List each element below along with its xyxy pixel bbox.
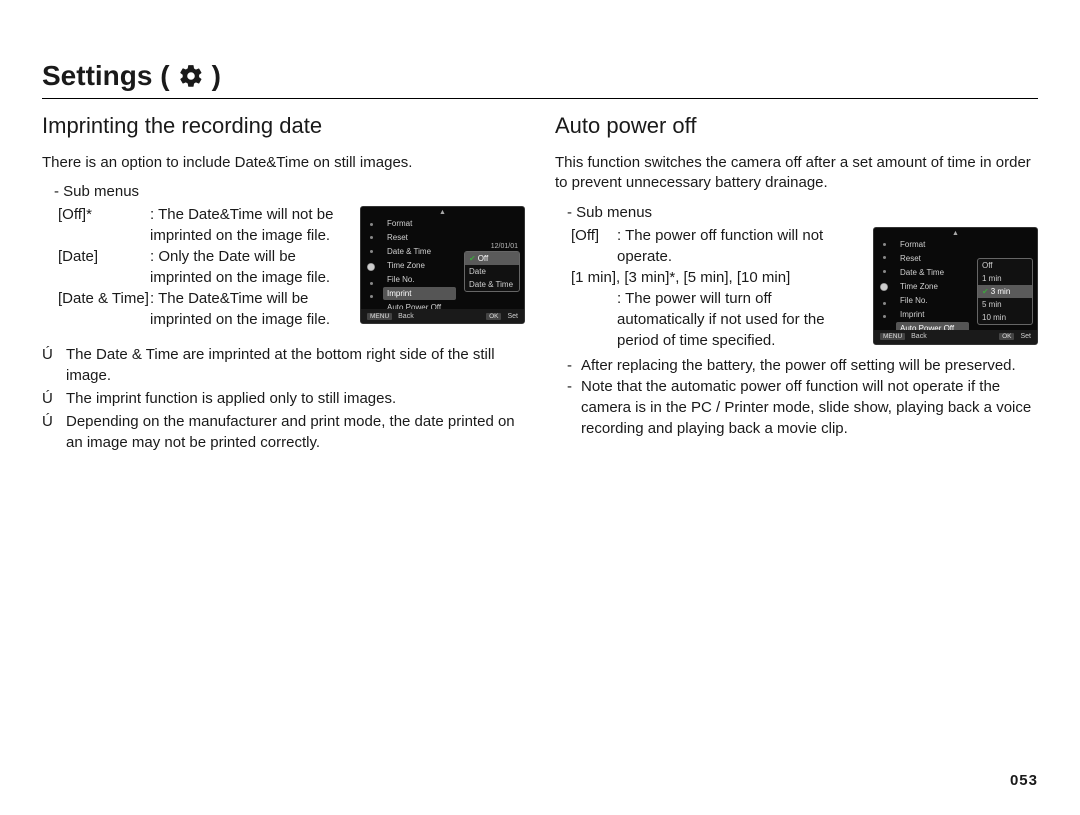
left-note-1: Ú The imprint function is applied only t… bbox=[42, 388, 525, 409]
lcd-menu-item: Format bbox=[896, 238, 969, 251]
right-sub-notes: - After replacing the battery, the power… bbox=[555, 355, 1038, 439]
note-marker: Ú bbox=[42, 344, 62, 386]
right-sub-note-1: - Note that the automatic power off func… bbox=[567, 376, 1038, 439]
left-notes: Ú The Date & Time are imprinted at the b… bbox=[42, 344, 525, 453]
left-item-2-desc: : The Date&Time will be imprinted on the… bbox=[150, 288, 350, 330]
lcd-menu-item: Date & Time bbox=[383, 245, 456, 258]
left-item-0-key: [Off]* bbox=[42, 204, 150, 246]
page-number: 053 bbox=[1010, 772, 1038, 789]
right-lcd-footer: MENU Back OK Set bbox=[874, 330, 1037, 344]
gear-dot-icon bbox=[880, 283, 888, 291]
menu-tag-icon: MENU bbox=[880, 333, 905, 340]
lcd-panel-item: Date bbox=[465, 265, 519, 278]
check-icon: ✔ bbox=[982, 287, 989, 296]
menu-tag-icon: MENU bbox=[367, 313, 392, 320]
sub-note-marker: - bbox=[567, 376, 577, 439]
left-note-2: Ú Depending on the manufacturer and prin… bbox=[42, 411, 525, 453]
ok-tag-icon: OK bbox=[999, 333, 1014, 340]
left-lcd-panel: ✔Off Date Date & Time bbox=[464, 251, 520, 292]
left-lcd-dots bbox=[365, 217, 377, 303]
right-lcd-menu: Format Reset Date & Time Time Zone File … bbox=[896, 238, 969, 335]
lcd-menu-item: Imprint bbox=[896, 308, 969, 321]
right-sub-note-0-text: After replacing the battery, the power o… bbox=[581, 355, 1016, 376]
left-item-1: [Date] : Only the Date will be imprinted… bbox=[42, 246, 350, 288]
right-item-1-desc: : The power will turn off automatically … bbox=[617, 288, 863, 351]
left-item-2-key: [Date & Time] bbox=[42, 288, 150, 330]
lcd-menu-item: Time Zone bbox=[896, 280, 969, 293]
left-lcd-footer: MENU Back OK Set bbox=[361, 309, 524, 323]
lcd-panel-label: 3 min bbox=[991, 287, 1011, 296]
check-icon: ✔ bbox=[469, 254, 476, 263]
lcd-panel-item: 1 min bbox=[978, 272, 1032, 285]
left-item-2: [Date & Time] : The Date&Time will be im… bbox=[42, 288, 350, 330]
page-title-suffix: ) bbox=[212, 60, 221, 92]
footer-back-label: Back bbox=[911, 333, 927, 340]
gear-dot-icon bbox=[367, 263, 375, 271]
right-item-1-key: [1 min], [3 min]*, [5 min], [10 min] bbox=[555, 267, 863, 288]
arrow-up-icon: ▲ bbox=[952, 230, 959, 237]
left-note-0-text: The Date & Time are imprinted at the bot… bbox=[66, 344, 525, 386]
lcd-menu-item-selected: Imprint bbox=[383, 287, 456, 300]
footer-set-label: Set bbox=[507, 313, 518, 320]
left-lcd-screenshot: ▲ Format Reset Date & Time Time Zone Fil bbox=[360, 206, 525, 324]
lcd-menu-item: Time Zone bbox=[383, 259, 456, 272]
page-title-row: Settings ( ) bbox=[42, 60, 1038, 92]
right-sub-note-1-text: Note that the automatic power off functi… bbox=[581, 376, 1038, 439]
left-submenus-label: - Sub menus bbox=[54, 183, 525, 200]
lcd-panel-item: 10 min bbox=[978, 311, 1032, 324]
right-definitions: [Off] : The power off function will not … bbox=[555, 225, 863, 351]
right-column: Auto power off This function switches th… bbox=[555, 113, 1038, 453]
footer-back-label: Back bbox=[398, 313, 414, 320]
left-heading: Imprinting the recording date bbox=[42, 113, 525, 139]
gear-icon bbox=[178, 63, 204, 89]
lcd-menu-item: Format bbox=[383, 217, 456, 230]
left-item-0: [Off]* : The Date&Time will not be impri… bbox=[42, 204, 350, 246]
left-item-0-desc: : The Date&Time will not be imprinted on… bbox=[150, 204, 350, 246]
left-note-0: Ú The Date & Time are imprinted at the b… bbox=[42, 344, 525, 386]
right-item-0-key: [Off] bbox=[555, 225, 617, 267]
lcd-menu-item: Date & Time bbox=[896, 266, 969, 279]
title-divider bbox=[42, 98, 1038, 99]
right-intro: This function switches the camera off af… bbox=[555, 153, 1038, 194]
lcd-menu-item: Reset bbox=[896, 252, 969, 265]
left-item-1-key: [Date] bbox=[42, 246, 150, 288]
left-item-1-desc: : Only the Date will be imprinted on the… bbox=[150, 246, 350, 288]
left-intro: There is an option to include Date&Time … bbox=[42, 153, 525, 173]
right-item-1: : The power will turn off automatically … bbox=[555, 288, 863, 351]
right-heading: Auto power off bbox=[555, 113, 1038, 139]
right-submenus-label: - Sub menus bbox=[567, 204, 1038, 221]
left-definitions: [Off]* : The Date&Time will not be impri… bbox=[42, 204, 350, 330]
lcd-menu-item: File No. bbox=[383, 273, 456, 286]
lcd-panel-item-selected: ✔3 min bbox=[978, 285, 1032, 298]
left-note-2-text: Depending on the manufacturer and print … bbox=[66, 411, 525, 453]
left-note-1-text: The imprint function is applied only to … bbox=[66, 388, 396, 409]
lcd-panel-item: 5 min bbox=[978, 298, 1032, 311]
lcd-panel-item: Off bbox=[978, 259, 1032, 272]
lcd-panel-item-selected: ✔Off bbox=[465, 252, 519, 265]
left-lcd-side-value: 12/01/01 bbox=[491, 243, 518, 250]
lcd-menu-item: Reset bbox=[383, 231, 456, 244]
left-lcd-menu: Format Reset Date & Time Time Zone File … bbox=[383, 217, 456, 314]
right-lcd-screenshot: ▲ Format Reset Date & Time Time Zone Fil bbox=[873, 227, 1038, 345]
right-lcd-dots bbox=[878, 238, 890, 324]
right-lcd-panel: Off 1 min ✔3 min 5 min 10 min bbox=[977, 258, 1033, 325]
right-sub-note-0: - After replacing the battery, the power… bbox=[567, 355, 1038, 376]
note-marker: Ú bbox=[42, 388, 62, 409]
note-marker: Ú bbox=[42, 411, 62, 453]
footer-set-label: Set bbox=[1020, 333, 1031, 340]
lcd-panel-item: Date & Time bbox=[465, 278, 519, 291]
sub-note-marker: - bbox=[567, 355, 577, 376]
right-item-0: [Off] : The power off function will not … bbox=[555, 225, 863, 267]
lcd-panel-label: Off bbox=[478, 254, 489, 263]
page-title-prefix: Settings ( bbox=[42, 60, 170, 92]
ok-tag-icon: OK bbox=[486, 313, 501, 320]
right-item-0-desc: : The power off function will not operat… bbox=[617, 225, 863, 267]
lcd-menu-item: File No. bbox=[896, 294, 969, 307]
right-item-1-key-spacer bbox=[555, 288, 617, 351]
left-column: Imprinting the recording date There is a… bbox=[42, 113, 525, 453]
arrow-up-icon: ▲ bbox=[439, 209, 446, 216]
